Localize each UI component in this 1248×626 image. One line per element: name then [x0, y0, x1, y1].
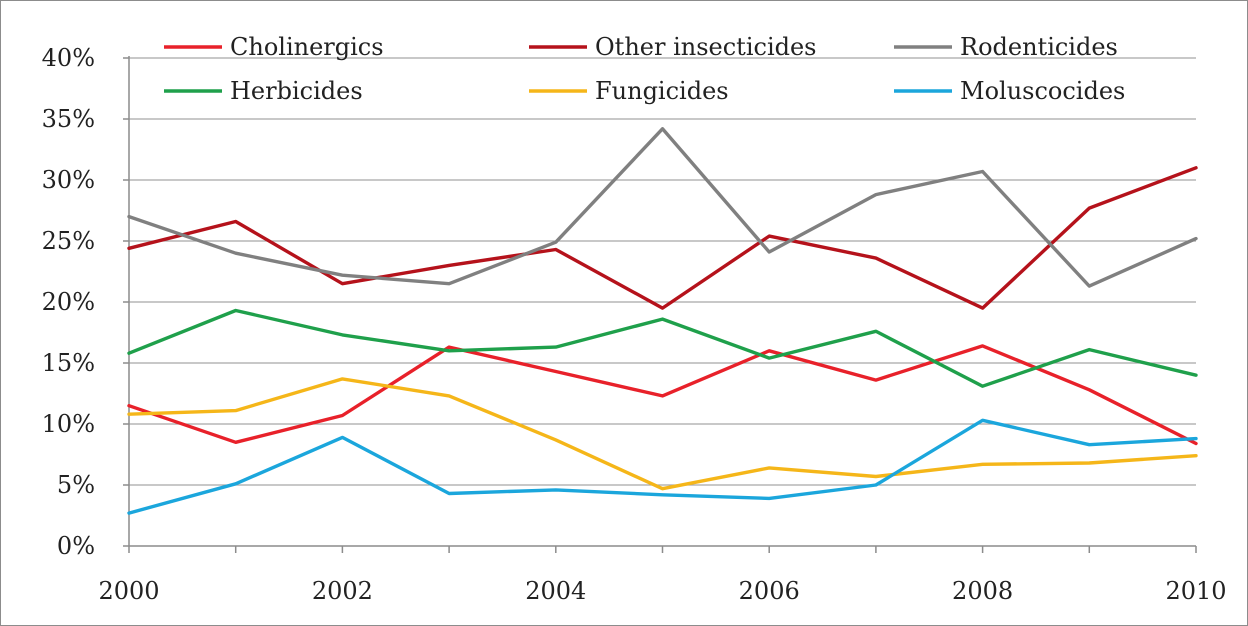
y-tick-label: 40%	[42, 44, 95, 72]
series-line-moluscocides	[127, 418, 1198, 515]
y-tick-label: 25%	[42, 227, 95, 255]
series-lines	[127, 127, 1198, 515]
x-tick-label: 2008	[952, 577, 1013, 605]
x-tick-label: 2010	[1165, 577, 1226, 605]
legend-item-other-insecticides: Other insecticides	[529, 33, 817, 61]
y-tick-label: 0%	[57, 532, 95, 560]
y-tick-label: 10%	[42, 410, 95, 438]
series-line-rodenticides	[127, 127, 1198, 288]
legend-label: Rodenticides	[960, 33, 1118, 61]
y-tick-label: 30%	[42, 166, 95, 194]
series-line-herbicides	[127, 308, 1198, 388]
legend-label: Cholinergics	[230, 33, 384, 61]
y-tick-label: 35%	[42, 105, 95, 133]
x-tick-label: 2002	[312, 577, 373, 605]
legend-item-moluscocides: Moluscocides	[894, 77, 1125, 105]
legend-label: Moluscocides	[960, 77, 1125, 105]
legend: Cholinergics Other insecticides Rodenticid…	[164, 33, 1125, 105]
series-line-other-insecticides	[127, 166, 1198, 310]
legend-item-rodenticides: Rodenticides	[894, 33, 1118, 61]
y-tick-label: 15%	[42, 349, 95, 377]
x-tick-label: 2004	[525, 577, 586, 605]
series-line-fungicides	[127, 377, 1198, 491]
series-line-cholinergics	[127, 344, 1198, 446]
gridlines	[129, 57, 1196, 486]
legend-item-cholinergics: Cholinergics	[164, 33, 384, 61]
axes: 0% 5% 10% 15% 20% 25% 30% 35% 40% 2000 2002 2004 200…	[42, 44, 1227, 605]
x-tick-label: 2006	[739, 577, 800, 605]
x-tick-label: 2000	[98, 577, 159, 605]
legend-label: Fungicides	[595, 77, 729, 105]
legend-label: Other insecticides	[595, 33, 817, 61]
legend-label: Herbicides	[230, 77, 363, 105]
y-tick-label: 5%	[57, 471, 95, 499]
legend-item-fungicides: Fungicides	[529, 77, 729, 105]
y-tick-label: 20%	[42, 288, 95, 316]
legend-item-herbicides: Herbicides	[164, 77, 363, 105]
